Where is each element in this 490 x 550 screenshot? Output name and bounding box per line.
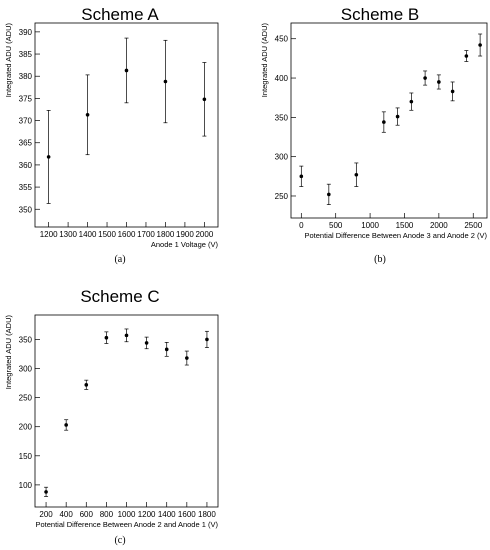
x-tick-label: 1400: [158, 510, 176, 519]
data-point: [104, 335, 109, 340]
x-tick-label: 1700: [137, 230, 155, 239]
data-point: [64, 423, 68, 427]
data-point: [124, 333, 129, 338]
x-tick-label: 800: [100, 510, 114, 519]
y-tick-label: 385: [19, 50, 33, 59]
y-tick-label: 350: [19, 335, 33, 344]
figure-caption: (a): [114, 254, 125, 265]
data-point: [354, 172, 359, 177]
y-tick-label: 350: [275, 113, 289, 122]
x-tick-label: 2000: [195, 230, 213, 239]
x-tick-label: 1500: [396, 221, 414, 230]
x-tick-label: 1000: [361, 221, 379, 230]
x-tick-label: 400: [59, 510, 73, 519]
x-tick-label: 1500: [98, 230, 116, 239]
data-point: [382, 120, 386, 124]
y-axis-label: Integrated ADU (ADU): [4, 315, 13, 390]
x-tick-label: 2500: [464, 221, 482, 230]
data-point: [464, 54, 469, 58]
x-tick-label: 1800: [198, 510, 216, 519]
x-tick-label: 1200: [40, 230, 58, 239]
chart-c: Scheme C 200 400 600 800 1000 1200 1400 1600 1800…: [4, 287, 218, 546]
data-point: [44, 490, 48, 494]
chart-title: Scheme B: [341, 5, 419, 24]
y-axis-label: Integrated ADU (ADU): [4, 23, 13, 98]
data-point: [409, 99, 414, 104]
chart-a: Scheme A 1200 1300 1400 1500 1600 1700 1800 1900…: [4, 5, 218, 265]
data-point: [124, 68, 129, 73]
data-point: [163, 79, 168, 84]
data-point: [144, 341, 149, 345]
x-tick-label: 1800: [157, 230, 175, 239]
x-tick-label: 500: [329, 221, 343, 230]
data-point: [202, 97, 207, 102]
x-tick-label: 1000: [118, 510, 136, 519]
y-tick-label: 300: [275, 153, 289, 162]
data-point: [437, 80, 441, 84]
y-tick-label: 360: [19, 161, 33, 170]
x-tick-label: 1200: [138, 510, 156, 519]
y-tick-label: 450: [275, 35, 289, 44]
chart-b: Scheme B 0 500 1000 1500 2000 2500 250 300 350 400…: [260, 5, 487, 265]
y-tick-label: 250: [19, 394, 33, 403]
x-tick-label: 1400: [79, 230, 97, 239]
figure-caption: (c): [114, 535, 125, 546]
x-tick-label: 1900: [176, 230, 194, 239]
data-point: [423, 76, 427, 80]
data-point: [164, 347, 169, 352]
x-tick-label: 600: [80, 510, 94, 519]
chart-title: Scheme C: [80, 287, 159, 306]
x-axis-label: Potential Difference Between Anode 2 and…: [36, 520, 219, 529]
data-point: [299, 174, 304, 179]
y-tick-label: 370: [19, 117, 33, 126]
y-tick-label: 375: [19, 94, 33, 103]
data-point: [85, 113, 90, 117]
y-tick-label: 150: [19, 452, 33, 461]
y-tick-label: 350: [19, 205, 33, 214]
x-axis-label: Potential Difference Between Anode 3 and…: [305, 231, 488, 240]
data-point: [84, 383, 89, 387]
data-point: [395, 114, 400, 119]
y-tick-label: 100: [19, 481, 33, 490]
y-axis-label: Integrated ADU (ADU): [260, 23, 269, 98]
data-point: [46, 155, 51, 159]
y-tick-label: 200: [19, 423, 33, 432]
plot-frame: [34, 314, 219, 508]
y-tick-label: 355: [19, 183, 33, 192]
data-point: [205, 337, 209, 342]
x-tick-label: 1600: [178, 510, 196, 519]
plot-frame: [290, 22, 488, 219]
data-point: [185, 356, 189, 360]
data-point: [327, 192, 331, 197]
y-tick-label: 380: [19, 72, 33, 81]
y-tick-label: 300: [19, 365, 33, 374]
data-point: [450, 89, 455, 94]
x-tick-label: 1600: [118, 230, 136, 239]
x-tick-label: 2000: [430, 221, 448, 230]
figure-caption: (b): [374, 254, 386, 265]
x-tick-label: 1300: [59, 230, 77, 239]
x-tick-label: 0: [299, 221, 304, 230]
data-point: [478, 43, 482, 47]
x-tick-label: 200: [39, 510, 53, 519]
y-tick-label: 400: [275, 74, 289, 83]
y-tick-label: 365: [19, 139, 33, 148]
chart-title: Scheme A: [81, 5, 159, 24]
y-tick-label: 250: [275, 192, 289, 201]
y-tick-label: 390: [19, 28, 33, 37]
x-axis-label: Anode 1 Voltage (V): [151, 240, 219, 249]
